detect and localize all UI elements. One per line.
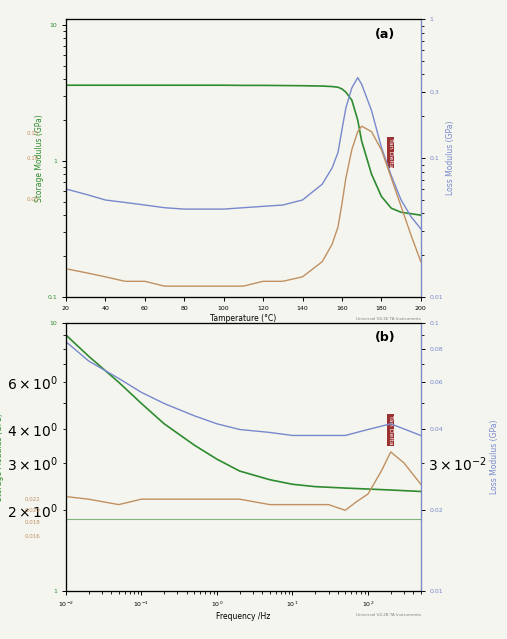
Text: Universal V4.3E TA Instruments: Universal V4.3E TA Instruments xyxy=(356,316,421,321)
Text: 0.016: 0.016 xyxy=(24,534,40,539)
X-axis label: Tamperature (°C): Tamperature (°C) xyxy=(210,314,276,323)
Text: Tan Delta: Tan Delta xyxy=(388,138,393,167)
Text: 0.10: 0.10 xyxy=(27,156,39,160)
Y-axis label: Loss Modulus (GPa): Loss Modulus (GPa) xyxy=(446,121,455,196)
Text: Tan Delta: Tan Delta xyxy=(388,415,393,445)
Text: (a): (a) xyxy=(375,27,395,40)
Y-axis label: Storage Modulus (GPa): Storage Modulus (GPa) xyxy=(35,114,44,202)
Text: 0.15: 0.15 xyxy=(27,131,39,136)
Text: 0.022: 0.022 xyxy=(24,497,40,502)
X-axis label: Frequency /Hz: Frequency /Hz xyxy=(216,612,271,621)
Text: 0.020: 0.020 xyxy=(24,508,40,512)
Y-axis label: Storage Modulus (GPa): Storage Modulus (GPa) xyxy=(0,413,5,501)
Text: (b): (b) xyxy=(375,331,395,344)
Y-axis label: Loss Modulus (GPa): Loss Modulus (GPa) xyxy=(490,420,499,494)
Text: 0.05: 0.05 xyxy=(27,197,39,203)
Text: 0.018: 0.018 xyxy=(24,520,40,525)
Text: Universal V4.2B TA Instruments: Universal V4.2B TA Instruments xyxy=(356,613,421,617)
